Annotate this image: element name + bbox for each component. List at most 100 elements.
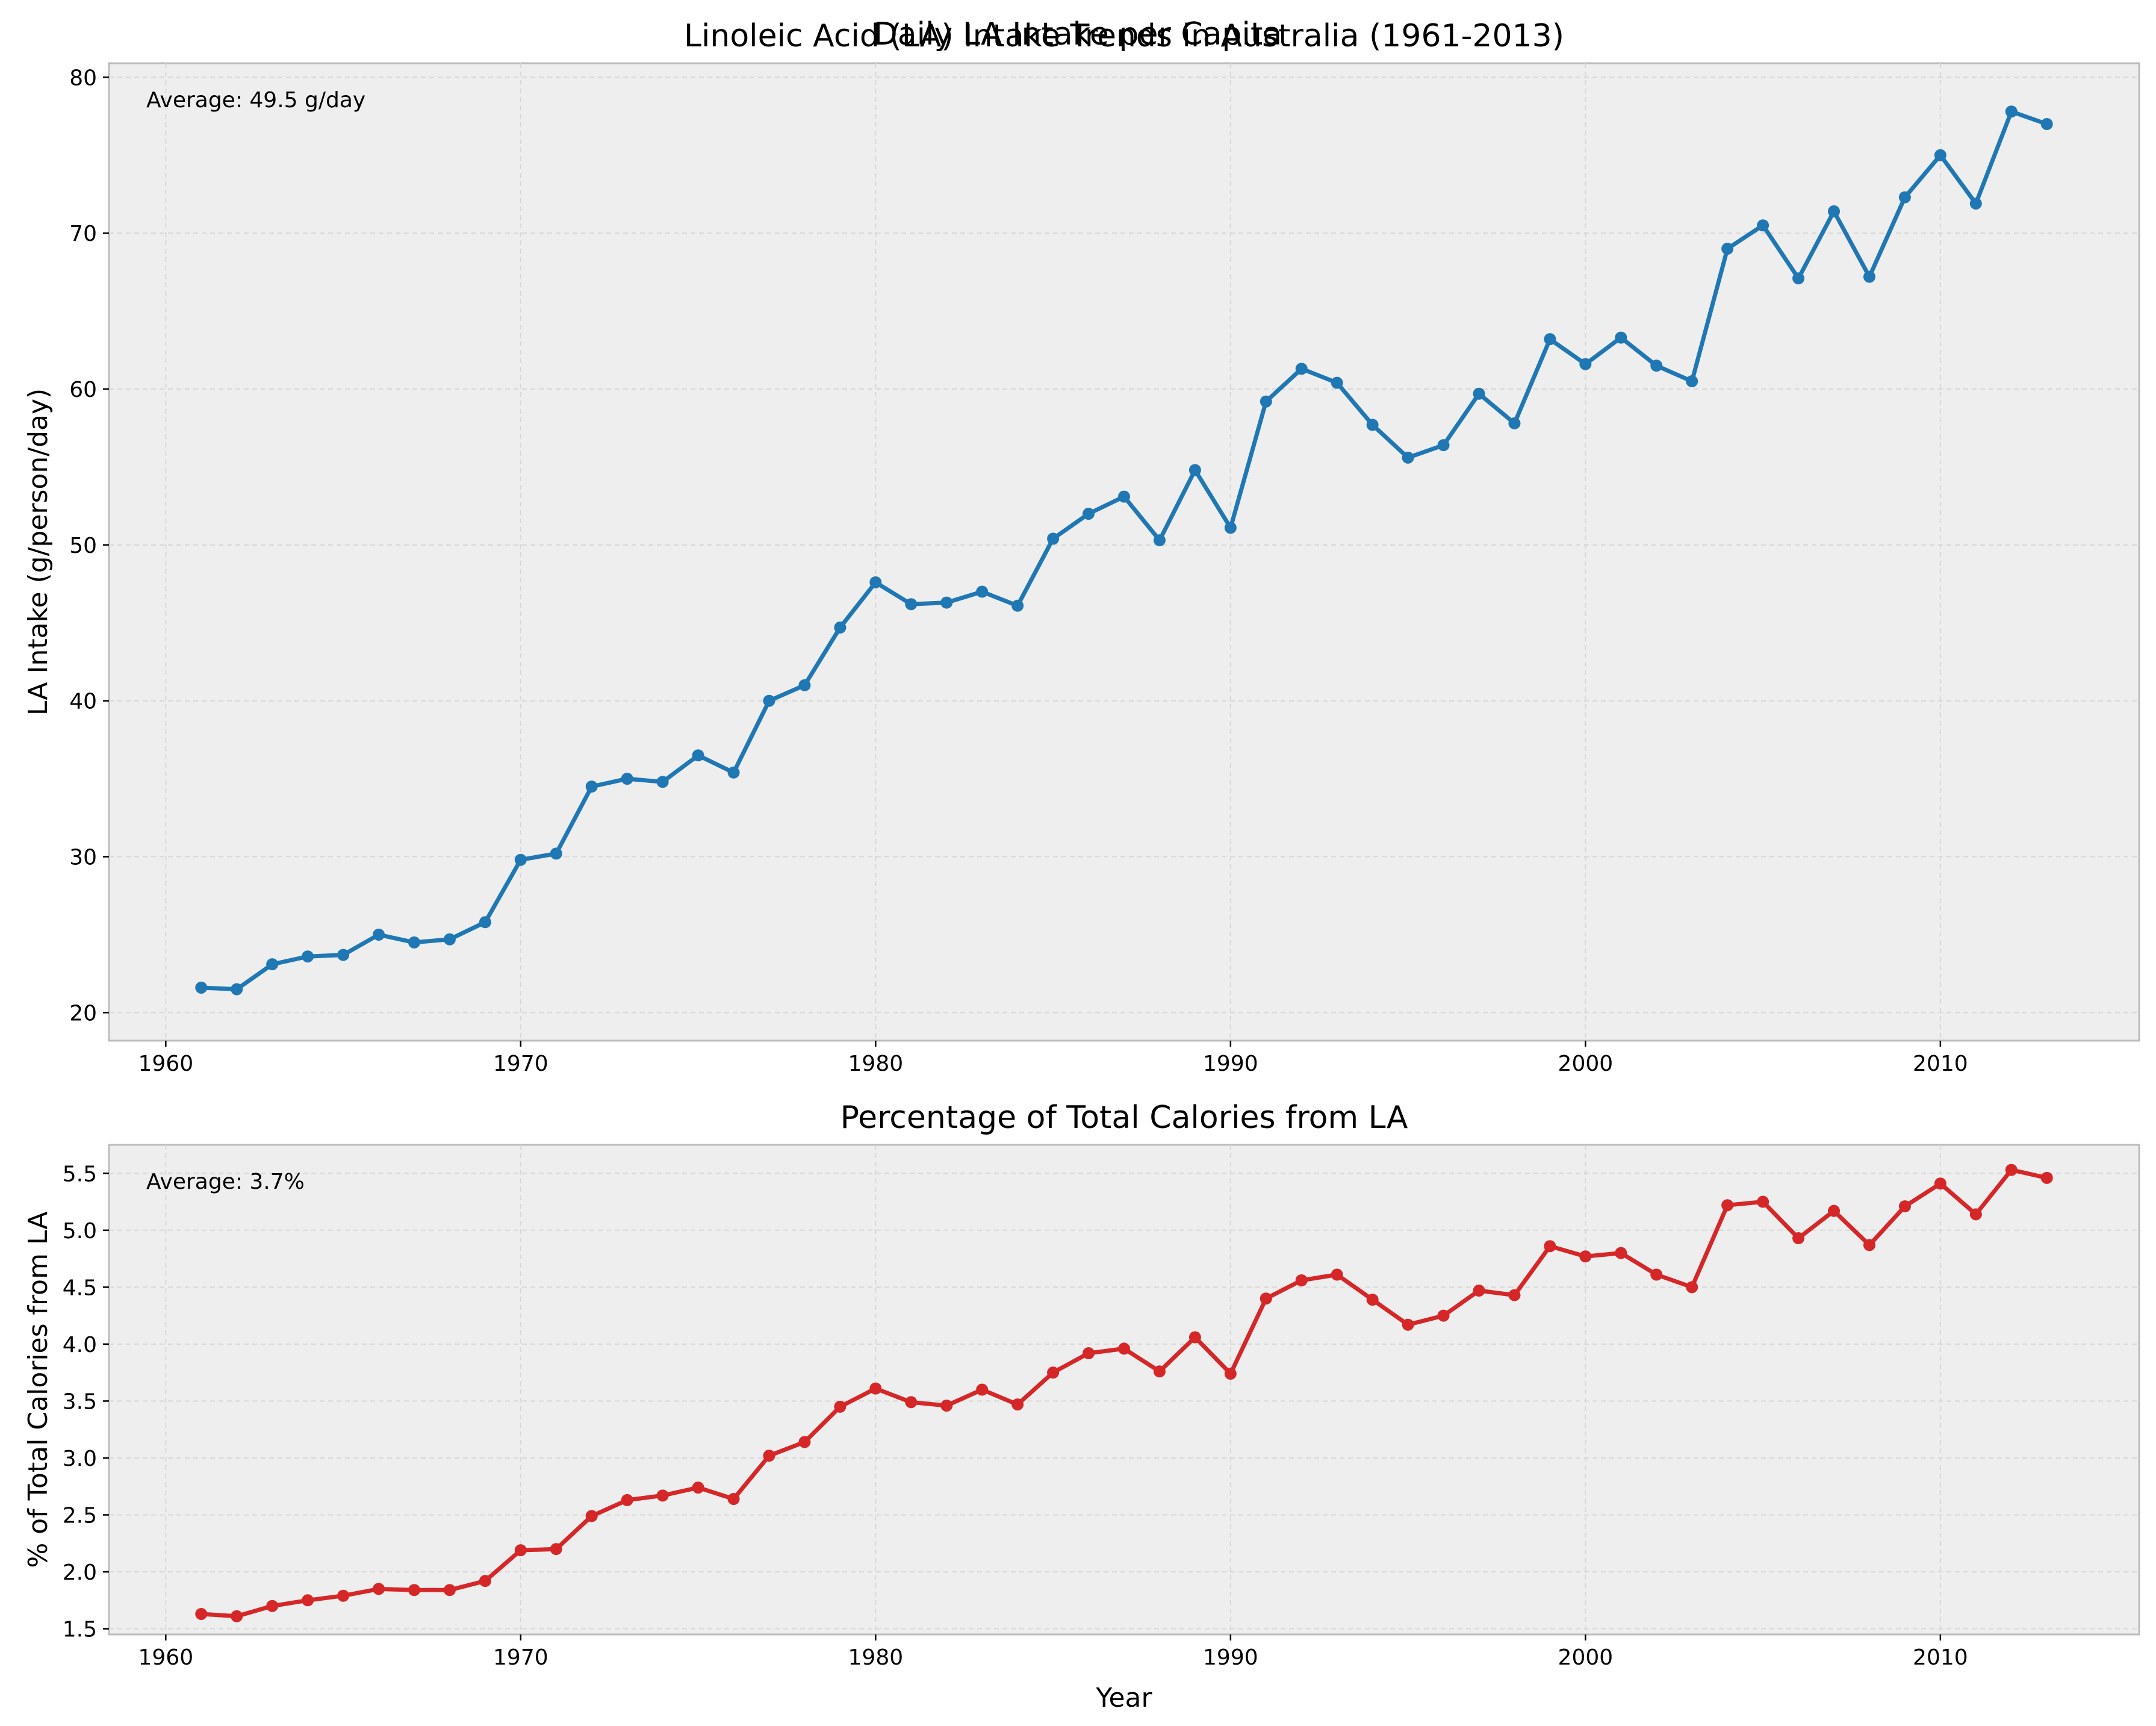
top-panel: 1960 1970 1980 1990 2000 2010 20 30 40 50 60 70 80 A…	[23, 18, 2140, 1076]
data-point	[1650, 360, 1663, 372]
data-point	[266, 1600, 279, 1612]
data-point	[869, 1382, 882, 1395]
bottom-ticks: 1960 1970 1980 1990 2000 2010 1.5 2.0 2.5 3.0 3.5 4…	[63, 1162, 1968, 1670]
data-point	[373, 928, 385, 941]
data-point	[727, 766, 740, 779]
x-tick-label: 2010	[1913, 1645, 1968, 1670]
data-point	[763, 1450, 775, 1462]
data-point	[1898, 1200, 1911, 1213]
data-point	[692, 1481, 704, 1494]
bottom-series-points	[195, 1164, 2053, 1622]
bottom-plot-area	[108, 1144, 2140, 1636]
top-panel-title: Linoleic Acid (LA) Intake Trends in Aust…	[684, 18, 1564, 54]
top-series-points	[195, 105, 2053, 995]
top-gridlines	[109, 63, 2139, 1041]
x-tick-label: 2000	[1558, 1051, 1614, 1076]
data-point	[1437, 439, 1450, 452]
data-point	[1579, 1250, 1592, 1263]
data-point	[1118, 1342, 1130, 1355]
data-point	[231, 1610, 243, 1622]
data-point	[1011, 599, 1024, 612]
data-point	[1721, 243, 1734, 255]
data-point	[2040, 117, 2053, 130]
data-point	[1934, 1177, 1946, 1190]
x-tick-label: 1990	[1203, 1645, 1258, 1670]
data-point	[231, 983, 243, 995]
data-point	[195, 981, 208, 994]
data-point	[692, 749, 704, 762]
bottom-x-axis-label: Year	[1095, 1683, 1152, 1713]
top-plot-area	[108, 62, 2140, 1042]
data-point	[1828, 1204, 1841, 1217]
data-point	[656, 1489, 669, 1502]
y-tick-label: 50	[69, 534, 97, 558]
data-point	[1153, 534, 1166, 547]
data-point	[1047, 1366, 1060, 1379]
x-tick-label: 2010	[1913, 1051, 1968, 1076]
data-point	[1757, 1195, 1769, 1208]
y-tick-label: 1.5	[63, 1618, 97, 1642]
data-point	[443, 933, 456, 946]
data-point	[1331, 376, 1343, 389]
data-point	[302, 950, 314, 963]
data-point	[1863, 1239, 1875, 1251]
data-point	[443, 1584, 456, 1597]
data-point	[834, 622, 847, 634]
y-tick-label: 4.5	[63, 1276, 97, 1300]
data-point	[302, 1594, 314, 1607]
data-point	[1579, 358, 1592, 370]
data-point	[266, 958, 279, 971]
data-point	[1863, 270, 1875, 283]
x-tick-label: 1980	[848, 1645, 904, 1670]
data-point	[514, 1544, 527, 1557]
data-point	[337, 949, 350, 961]
data-point	[869, 576, 882, 588]
data-point	[1934, 149, 1946, 161]
y-tick-label: 3.5	[63, 1389, 97, 1414]
x-tick-label: 1970	[493, 1051, 548, 1076]
data-point	[1083, 1347, 1095, 1359]
data-point	[2005, 1164, 2018, 1176]
top-average-annotation: Average: 49.5 g/day	[146, 88, 365, 113]
top-ticks: 1960 1970 1980 1990 2000 2010 20 30 40 50 60 70 80	[69, 66, 1968, 1076]
data-point	[337, 1589, 350, 1602]
y-tick-label: 80	[69, 66, 97, 90]
data-point	[1969, 1208, 1982, 1221]
data-point	[514, 853, 527, 866]
data-point	[2040, 1171, 2053, 1184]
data-point	[905, 598, 918, 611]
y-tick-label: 5.5	[63, 1162, 97, 1186]
data-point	[1792, 272, 1805, 285]
x-tick-label: 1990	[1203, 1051, 1258, 1076]
data-point	[550, 847, 562, 860]
data-point	[1686, 1281, 1698, 1294]
x-tick-label: 1960	[138, 1645, 194, 1670]
y-tick-label: 70	[69, 222, 97, 246]
data-point	[1295, 363, 1308, 375]
y-tick-label: 5.0	[63, 1219, 97, 1244]
data-point	[1544, 333, 1556, 346]
data-point	[1402, 1318, 1414, 1331]
data-point	[1366, 419, 1379, 431]
data-point	[1437, 1309, 1450, 1322]
y-tick-label: 2.0	[63, 1560, 97, 1585]
data-point	[1544, 1240, 1556, 1253]
data-point	[1224, 1368, 1237, 1380]
data-point	[1260, 395, 1272, 408]
data-point	[905, 1396, 918, 1409]
data-point	[940, 596, 953, 609]
data-point	[1366, 1294, 1379, 1306]
data-point	[976, 1383, 989, 1396]
data-point	[621, 773, 633, 785]
data-point	[1721, 1199, 1734, 1212]
data-point	[1508, 417, 1521, 429]
data-point	[1011, 1398, 1024, 1411]
data-point	[2005, 105, 2018, 118]
data-point	[1295, 1274, 1308, 1286]
bottom-y-axis-label: % of Total Calories from LA	[23, 1211, 54, 1568]
data-point	[1757, 219, 1769, 232]
x-tick-label: 1980	[848, 1051, 904, 1076]
data-point	[1615, 331, 1627, 344]
data-point	[195, 1607, 208, 1620]
